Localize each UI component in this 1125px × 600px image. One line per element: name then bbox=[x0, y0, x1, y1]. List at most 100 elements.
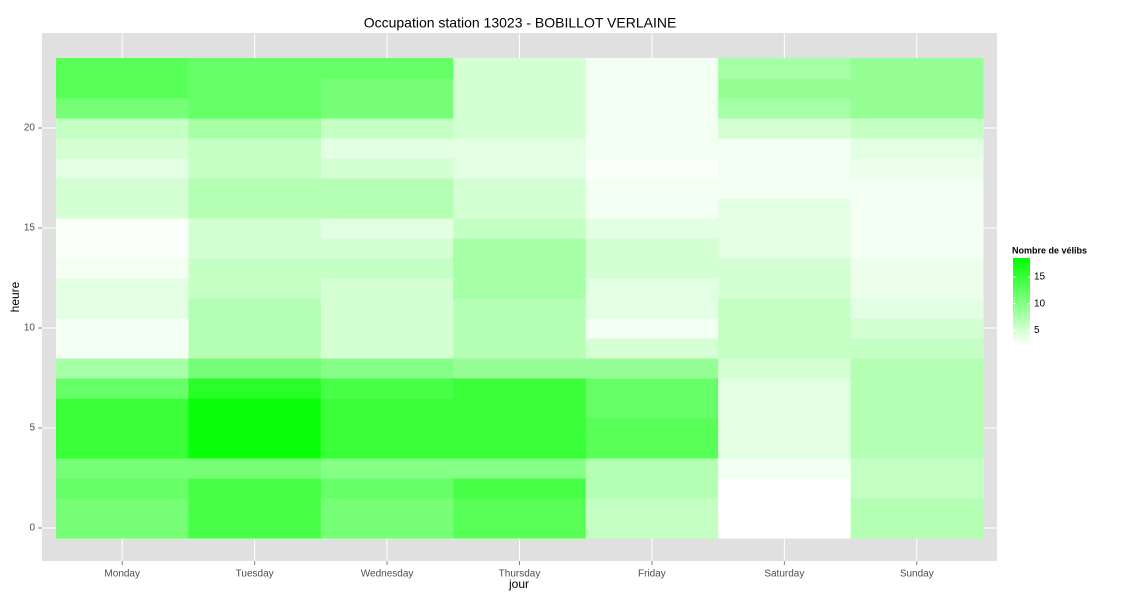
heat-tile bbox=[850, 358, 984, 379]
heat-tile bbox=[585, 438, 719, 459]
heat-tile bbox=[320, 298, 454, 319]
heat-tile bbox=[453, 238, 587, 259]
heat-tile bbox=[850, 418, 984, 439]
heat-tile bbox=[585, 478, 719, 499]
heat-tile bbox=[718, 278, 852, 299]
heat-tile bbox=[453, 198, 587, 219]
heat-tile bbox=[585, 318, 719, 339]
legend-title: Nombre de vélibs bbox=[1012, 245, 1087, 255]
heat-tile bbox=[453, 398, 587, 419]
chart-title: Occupation station 13023 - BOBILLOT VERL… bbox=[364, 15, 677, 31]
heat-tile bbox=[56, 438, 189, 459]
heat-tile bbox=[453, 518, 587, 539]
heat-tile bbox=[188, 218, 322, 239]
heat-tile bbox=[320, 278, 454, 299]
heat-tile bbox=[850, 278, 984, 299]
heat-tile bbox=[453, 118, 587, 139]
heat-tile bbox=[850, 98, 984, 119]
heat-tile bbox=[320, 98, 454, 119]
heat-tile bbox=[850, 238, 984, 259]
heat-tile bbox=[320, 398, 454, 419]
heat-tile bbox=[718, 438, 852, 459]
heat-tile bbox=[718, 198, 852, 219]
heat-tile bbox=[188, 378, 322, 399]
heat-tile bbox=[188, 198, 322, 219]
heat-tile bbox=[718, 318, 852, 339]
heat-tile bbox=[850, 478, 984, 499]
heat-tile bbox=[188, 158, 322, 179]
x-tick-label: Wednesday bbox=[361, 569, 414, 580]
heat-tile bbox=[320, 358, 454, 379]
heat-tile bbox=[453, 98, 587, 119]
heat-tile bbox=[56, 178, 189, 199]
heat-tile bbox=[320, 158, 454, 179]
heat-tile bbox=[320, 378, 454, 399]
heat-tile bbox=[718, 58, 852, 79]
heat-tile bbox=[718, 178, 852, 199]
heat-tile bbox=[320, 338, 454, 359]
heat-tile bbox=[320, 198, 454, 219]
heat-tile bbox=[320, 418, 454, 439]
heat-tile bbox=[850, 178, 984, 199]
heat-tile bbox=[453, 438, 587, 459]
heat-tile bbox=[718, 478, 852, 499]
heat-tile bbox=[585, 58, 719, 79]
heat-tile bbox=[585, 138, 719, 159]
heat-tile bbox=[850, 158, 984, 179]
y-tick-label: 5 bbox=[29, 423, 35, 434]
heat-tile bbox=[56, 138, 189, 159]
legend-tick-label: 15 bbox=[1034, 272, 1046, 283]
x-tick-label: Monday bbox=[104, 569, 140, 580]
heat-tile bbox=[453, 258, 587, 279]
heat-tile bbox=[718, 98, 852, 119]
heat-tile bbox=[718, 238, 852, 259]
heat-tile bbox=[188, 358, 322, 379]
heat-tile bbox=[718, 418, 852, 439]
heat-tile bbox=[56, 218, 189, 239]
heat-tile bbox=[320, 478, 454, 499]
heat-tile bbox=[320, 458, 454, 479]
heat-tile bbox=[850, 138, 984, 159]
heat-tile bbox=[188, 318, 322, 339]
heat-tile bbox=[585, 418, 719, 439]
heat-tile bbox=[585, 378, 719, 399]
heat-tile bbox=[56, 198, 189, 219]
heat-tile bbox=[188, 418, 322, 439]
heat-tile bbox=[585, 398, 719, 419]
heat-tile bbox=[585, 498, 719, 519]
heat-tile bbox=[453, 358, 587, 379]
heat-tile bbox=[56, 478, 189, 499]
heat-tile bbox=[188, 78, 322, 99]
heat-tile bbox=[718, 338, 852, 359]
heat-tile bbox=[718, 138, 852, 159]
heat-tile bbox=[56, 258, 189, 279]
heat-tile bbox=[56, 118, 189, 139]
heat-tile bbox=[718, 398, 852, 419]
heat-tile bbox=[850, 398, 984, 419]
heat-tile bbox=[718, 358, 852, 379]
heat-tile bbox=[585, 458, 719, 479]
heat-tile bbox=[850, 318, 984, 339]
heat-tile bbox=[56, 338, 189, 359]
heat-tile bbox=[320, 138, 454, 159]
heat-tile bbox=[320, 238, 454, 259]
heat-tile bbox=[56, 238, 189, 259]
y-tick-label: 20 bbox=[24, 123, 36, 134]
heat-tile bbox=[718, 518, 852, 539]
heat-tile bbox=[188, 138, 322, 159]
heat-tile bbox=[188, 398, 322, 419]
heat-tile bbox=[585, 218, 719, 239]
heat-tile bbox=[188, 518, 322, 539]
heat-tile bbox=[453, 278, 587, 299]
heat-tile bbox=[56, 418, 189, 439]
heat-tile bbox=[453, 418, 587, 439]
heat-tile bbox=[56, 398, 189, 419]
heat-tile bbox=[453, 318, 587, 339]
heat-tile bbox=[188, 258, 322, 279]
heat-tile bbox=[320, 438, 454, 459]
heat-tile bbox=[188, 58, 322, 79]
heat-tile bbox=[453, 338, 587, 359]
heat-tile bbox=[56, 518, 189, 539]
y-tick-label: 0 bbox=[29, 523, 35, 534]
heat-tile bbox=[585, 78, 719, 99]
